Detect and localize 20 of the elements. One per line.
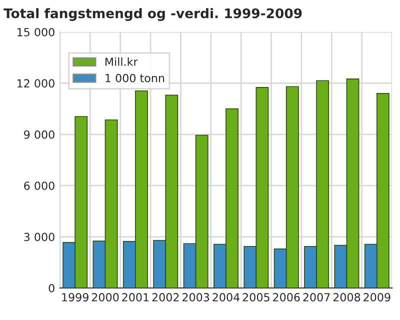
y-tick-label: 3 000	[24, 232, 54, 242]
y-tick-label: 0	[48, 284, 54, 292]
x-tick-label: 2008	[333, 293, 360, 302]
y-tick-label: 6 000	[24, 182, 54, 190]
chart-title: Total fangstmengd og -verdi. 1999-2009	[4, 8, 302, 21]
x-tick-label: 2000	[92, 293, 119, 302]
x-tick-label: 2004	[212, 293, 240, 302]
x-tick-label: 1999	[62, 293, 88, 302]
x-tick-label: 2006	[273, 293, 300, 302]
x-tick-label: 2005	[242, 293, 270, 302]
x-tick-label: 2001	[122, 293, 149, 302]
x-tick-label: 2007	[303, 293, 330, 302]
x-tick-label: 2003	[182, 293, 210, 302]
legend-label: Mill.kr	[106, 57, 138, 66]
x-tick-label: 2009	[364, 293, 390, 302]
y-tick-label: 15 000	[17, 28, 54, 36]
x-tick-label: 2002	[152, 293, 179, 302]
y-tick-label: 12 000	[17, 79, 54, 88]
legend-label: 1 000 tonn	[106, 74, 164, 82]
y-tick-label: 9 000	[24, 130, 54, 139]
